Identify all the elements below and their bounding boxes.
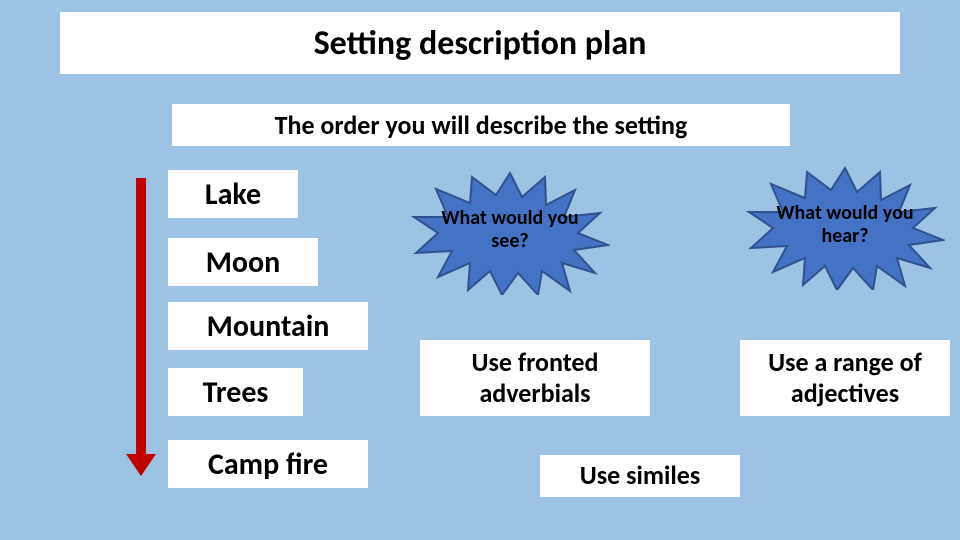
- order-arrow-head: [126, 454, 156, 476]
- tip-box: Use similes: [540, 455, 740, 497]
- list-item: Trees: [168, 368, 303, 416]
- list-item: Camp fire: [168, 440, 368, 488]
- tip-box: Use a range of adjectives: [740, 340, 950, 416]
- starburst-hear: What would you hear?: [745, 160, 945, 290]
- list-item: Moon: [168, 238, 318, 286]
- slide-subtitle: The order you will describe the setting: [172, 104, 790, 146]
- tip-box: Use fronted adverbials: [420, 340, 650, 416]
- starburst-text: What would you hear?: [775, 202, 915, 248]
- starburst-see: What would you see?: [410, 165, 610, 295]
- slide-title: Setting description plan: [60, 12, 900, 74]
- starburst-text: What would you see?: [440, 207, 580, 253]
- order-arrow-shaft: [136, 178, 146, 458]
- list-item: Mountain: [168, 302, 368, 350]
- list-item: Lake: [168, 170, 298, 218]
